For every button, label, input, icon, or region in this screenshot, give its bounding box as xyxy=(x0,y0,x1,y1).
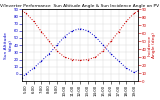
Y-axis label: Sun Altitude
(deg): Sun Altitude (deg) xyxy=(4,32,12,59)
Title: Solar PV/Inverter Performance  Sun Altitude Angle & Sun Incidence Angle on PV Pa: Solar PV/Inverter Performance Sun Altitu… xyxy=(0,4,160,8)
Y-axis label: Incidence
Angle (deg): Incidence Angle (deg) xyxy=(148,32,156,58)
